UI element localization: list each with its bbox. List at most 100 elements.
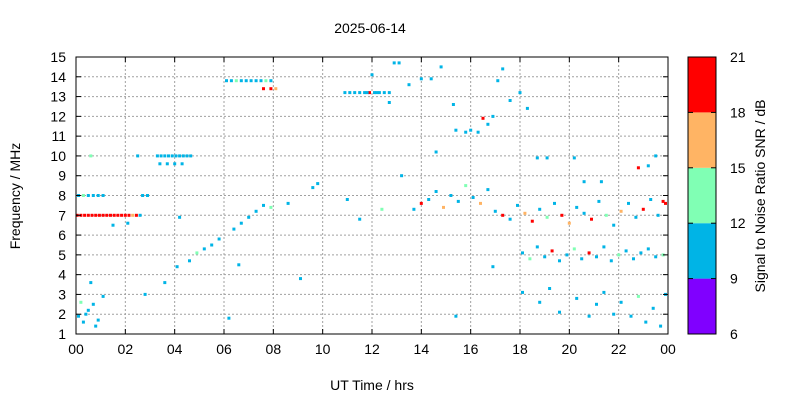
data-point [521,290,524,294]
data-point [269,205,273,209]
data-point [90,213,94,217]
data-point [530,219,534,223]
data-point [602,290,606,294]
data-point [123,213,127,217]
y-tick-label: 1 [58,326,66,342]
data-point [567,221,571,225]
colorbar-segment [688,167,716,224]
colorbar-label: Signal to Noise Ratio SNR / dB [752,100,768,293]
data-point [181,154,185,158]
data-point [239,221,243,225]
data-point [595,255,598,259]
data-point [91,302,95,306]
data-point [81,194,85,197]
y-tick-label: 13 [50,89,66,105]
colorbar-tick-label: 21 [730,49,746,65]
data-point [79,300,83,304]
data-point [649,198,653,201]
y-tick-label: 10 [50,148,66,164]
chart-title: 2025-06-14 [334,20,406,36]
data-point [180,162,184,166]
data-point [94,213,98,217]
data-point [632,257,635,261]
data-point [575,296,579,300]
data-point [101,194,105,197]
data-point [496,79,500,83]
data-point [259,79,263,83]
data-point [427,198,431,201]
data-point [543,255,547,259]
data-point [178,154,182,158]
x-tick-label: 00 [660,341,676,357]
colorbar-segment [688,223,716,279]
data-point [227,316,231,320]
data-point [134,213,138,217]
data-point [587,314,591,318]
colorbar: 6 9 12 15 18 21 [687,49,746,342]
data-point [138,213,142,217]
data-point [481,116,485,120]
data-point [528,257,532,261]
data-point [523,211,527,215]
data-point [599,180,603,184]
data-point [434,190,438,193]
data-point [486,122,490,126]
data-point [558,259,561,263]
data-point [244,79,248,83]
data-point [464,184,468,188]
data-point [131,213,135,217]
colorbar-segment [688,112,716,168]
data-point [155,154,159,158]
data-point [646,164,650,168]
data-point [382,91,386,95]
data-point [572,247,576,251]
data-point [604,213,608,217]
data-point [141,194,145,197]
data-point [602,245,606,249]
data-point [449,194,453,197]
data-point [419,201,423,205]
y-tick-label: 11 [51,128,66,144]
data-point [77,314,80,318]
data-point [89,281,93,285]
grid [76,57,668,334]
data-point [229,79,233,83]
data-point [407,83,411,87]
data-point [195,251,199,255]
data-point [264,79,268,83]
colorbar-tick-label: 12 [730,215,746,231]
data-point [456,199,460,203]
data-point [558,310,561,314]
data-point [454,314,458,318]
data-point [262,203,265,207]
data-point [535,245,539,249]
colorbar-tick-label: 18 [730,104,746,120]
x-tick-label: 10 [315,341,331,357]
x-tick-label: 16 [463,341,479,357]
data-point [174,154,178,158]
data-point [587,251,591,255]
x-tick-label: 22 [611,341,627,357]
data-point [575,205,579,209]
x-ticks: 00 02 04 06 08 10 12 14 16 18 20 22 00 [68,57,676,357]
data-point [521,251,524,255]
x-tick-label: 06 [216,341,232,357]
data-point [525,106,529,110]
data-point [619,300,623,304]
data-point [636,294,640,298]
data-point [471,196,475,199]
data-point [560,213,564,217]
data-point [375,91,379,95]
data-point [127,213,131,217]
data-point [101,213,105,217]
data-point [646,247,650,251]
data-point [96,318,100,322]
data-point [392,61,396,65]
data-point [400,174,404,178]
data-point [316,182,320,186]
data-point [185,154,189,158]
data-point [476,130,480,134]
data-point [239,79,243,83]
data-point [627,201,630,205]
